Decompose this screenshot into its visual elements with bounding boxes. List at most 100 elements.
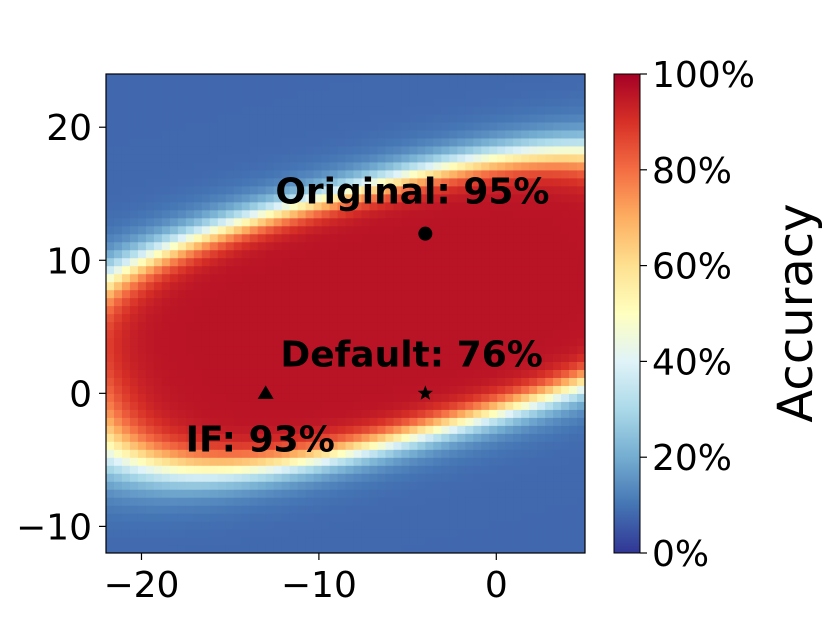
heatmap-cell xyxy=(425,505,434,514)
heatmap-cell xyxy=(281,441,291,450)
heatmap-cell xyxy=(337,321,347,331)
heatmap-cell xyxy=(409,441,418,450)
heatmap-cell xyxy=(433,473,442,482)
heatmap-cell xyxy=(257,425,267,434)
heatmap-cell xyxy=(169,393,179,402)
heatmap-cell xyxy=(345,385,355,394)
heatmap-cell xyxy=(345,521,355,530)
heatmap-cell xyxy=(305,201,315,211)
heatmap-cell xyxy=(265,297,275,307)
heatmap-cell xyxy=(353,97,363,107)
heatmap-cell xyxy=(153,409,163,418)
heatmap-cell xyxy=(121,361,131,370)
heatmap-cell xyxy=(225,369,235,378)
heatmap-cell xyxy=(449,489,458,498)
heatmap-cell xyxy=(521,89,530,99)
heatmap-cell xyxy=(273,241,283,251)
heatmap-cell xyxy=(265,505,275,514)
heatmap-cell xyxy=(185,361,195,370)
heatmap-cell xyxy=(417,145,426,155)
heatmap-cell xyxy=(417,209,426,219)
heatmap-cell xyxy=(113,201,123,211)
heatmap-cell xyxy=(449,521,458,530)
heatmap-cell xyxy=(241,201,251,211)
heatmap-cell xyxy=(577,353,585,362)
heatmap-cell xyxy=(513,225,522,235)
heatmap-cell xyxy=(537,513,546,522)
heatmap-cell xyxy=(249,257,259,267)
heatmap-cell xyxy=(345,249,355,259)
heatmap-cell xyxy=(449,353,458,362)
heatmap-cell xyxy=(417,513,426,522)
heatmap-cell xyxy=(273,481,283,490)
heatmap-cell xyxy=(161,545,171,553)
heatmap-cell xyxy=(545,441,554,450)
heatmap-cell xyxy=(537,153,546,163)
heatmap-cell xyxy=(561,497,570,506)
heatmap-cell xyxy=(169,169,179,179)
heatmap-cell xyxy=(553,545,562,553)
heatmap-cell xyxy=(545,169,554,179)
heatmap-cell xyxy=(497,129,506,139)
heatmap-cell xyxy=(145,241,155,251)
heatmap-cell xyxy=(449,145,458,155)
heatmap-cell xyxy=(481,193,490,203)
heatmap-cell xyxy=(137,369,147,378)
heatmap-cell xyxy=(529,417,538,426)
heatmap-cell xyxy=(153,249,163,259)
heatmap-cell xyxy=(289,74,299,83)
heatmap-cell xyxy=(409,401,418,410)
heatmap-cell xyxy=(265,137,275,147)
heatmap-cell xyxy=(425,289,434,299)
heatmap-cell xyxy=(441,545,450,553)
heatmap-cell xyxy=(185,297,195,307)
heatmap-cell xyxy=(201,74,211,83)
heatmap-cell xyxy=(177,521,187,530)
heatmap-cell xyxy=(249,449,259,458)
heatmap-cell xyxy=(473,305,482,315)
heatmap-cell xyxy=(353,337,363,347)
heatmap-cell xyxy=(249,457,259,466)
heatmap-cell xyxy=(521,441,530,450)
heatmap-cell xyxy=(249,329,259,339)
heatmap-cell xyxy=(297,97,307,107)
heatmap-cell xyxy=(433,201,442,211)
heatmap-cell xyxy=(201,273,211,283)
heatmap-cell xyxy=(345,457,355,466)
heatmap-cell xyxy=(161,81,171,91)
heatmap-cell xyxy=(489,177,498,187)
heatmap-cell xyxy=(569,89,578,99)
heatmap-cell xyxy=(185,305,195,315)
heatmap-cell xyxy=(273,545,283,553)
heatmap-cell xyxy=(369,201,379,211)
heatmap-cell xyxy=(569,353,578,362)
heatmap-cell xyxy=(297,449,307,458)
heatmap-cell xyxy=(529,481,538,490)
heatmap-cell xyxy=(241,409,251,418)
heatmap-cell xyxy=(185,513,195,522)
heatmap-cell xyxy=(193,537,203,546)
heatmap-cell xyxy=(329,345,339,355)
heatmap-cell xyxy=(329,89,339,99)
heatmap-cell xyxy=(577,217,585,227)
heatmap-cell xyxy=(353,457,363,466)
heatmap-cell xyxy=(161,74,171,83)
heatmap-cell xyxy=(305,113,315,123)
heatmap-cell xyxy=(569,433,578,442)
heatmap-cell xyxy=(129,465,139,474)
heatmap-cell xyxy=(473,433,482,442)
heatmap-cell xyxy=(377,545,387,553)
heatmap-cell xyxy=(225,177,235,187)
heatmap-cell xyxy=(345,105,355,115)
heatmap-cell xyxy=(257,505,267,514)
heatmap-cell xyxy=(569,233,578,243)
heatmap-cell xyxy=(369,321,379,331)
marker-if xyxy=(257,385,274,399)
heatmap-cell xyxy=(385,329,394,339)
heatmap-cell xyxy=(441,113,450,123)
heatmap-cell xyxy=(489,313,498,323)
heatmap-cell xyxy=(433,377,442,386)
heatmap-cell xyxy=(305,345,315,355)
heatmap-cell xyxy=(161,385,171,394)
heatmap-cell xyxy=(393,201,402,211)
